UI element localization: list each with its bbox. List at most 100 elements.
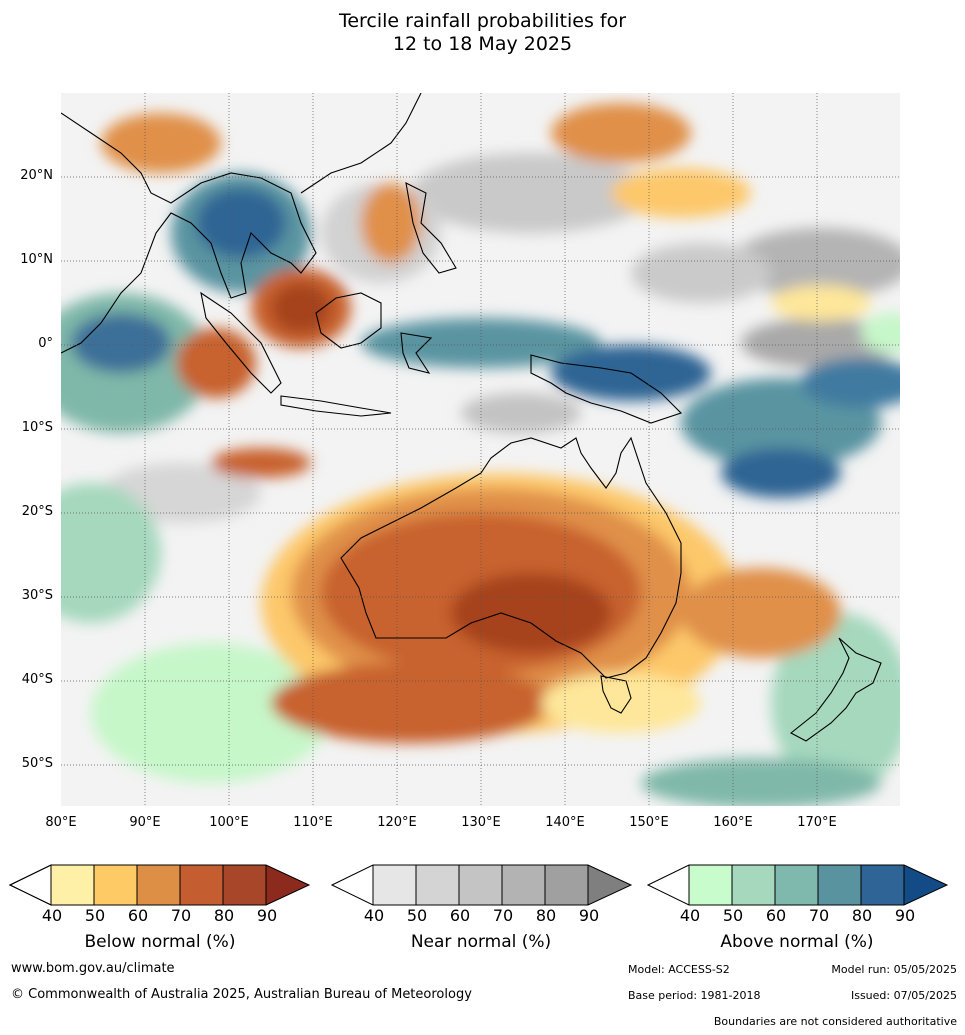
below-normal-region [681, 568, 841, 658]
colorbar-segment [775, 865, 818, 905]
below-normal-colorbar [9, 864, 311, 906]
colorbar-segment [180, 865, 223, 905]
colorbar-tick: 90 [578, 906, 600, 925]
colorbar-segment [459, 865, 502, 905]
above-normal-region [61, 483, 161, 623]
colorbar-tick: 50 [84, 906, 106, 925]
colorbar-segment [373, 865, 416, 905]
lon-label: 100°E [209, 815, 249, 830]
colorbar-segment [502, 865, 545, 905]
map-title-line2: 12 to 18 May 2025 [392, 33, 573, 55]
colorbar-segment [818, 865, 861, 905]
lon-label: 80°E [45, 815, 77, 830]
new-zealand-coastline [790, 637, 882, 742]
rainfall-probability-map [61, 93, 900, 806]
colorbar-tick: 70 [170, 906, 192, 925]
lat-label: 20°N [20, 168, 53, 183]
colorbar-tick: 40 [679, 906, 701, 925]
lon-label: 150°E [629, 815, 669, 830]
colorbar-segment [861, 865, 904, 905]
sumatra-coastline [200, 291, 282, 394]
below-normal-region [176, 328, 256, 398]
above-normal-region [196, 188, 286, 258]
asia-mainland-coastline [61, 112, 317, 354]
lon-label: 130°E [461, 815, 501, 830]
new-guinea-coastline [530, 354, 683, 424]
map-title-line1: Tercile rainfall probabilities for [338, 10, 627, 32]
colorbar-tick: 90 [894, 906, 916, 925]
below-normal-region [771, 285, 871, 321]
lat-label: 20°S [21, 504, 53, 519]
philippines-coastline [405, 182, 457, 274]
colorbar-tick: 40 [41, 906, 63, 925]
below-normal-region [451, 573, 611, 653]
copyright-notice: © Commonwealth of Australia 2025, Austra… [11, 987, 472, 1002]
colorbar-tick: 90 [256, 906, 278, 925]
near-normal-region [731, 228, 900, 298]
lat-label: 10°S [21, 420, 53, 435]
below-normal-label: Below normal (%) [84, 932, 236, 952]
graticule [61, 93, 900, 806]
lon-label: 90°E [129, 815, 161, 830]
model-run-date: Model run: 05/05/2025 [831, 963, 957, 976]
near-normal-region [741, 318, 900, 368]
colorbar-segment [137, 865, 180, 905]
java-coastline [280, 395, 392, 417]
australia-coastline [340, 436, 682, 679]
lon-label: 140°E [545, 815, 585, 830]
colorbar-tick: 70 [808, 906, 830, 925]
colorbar-tick: 80 [535, 906, 557, 925]
above-normal-region [641, 758, 881, 806]
colorbar-extension-high [266, 865, 309, 905]
below-normal-region [611, 168, 751, 218]
sulawesi-coastline [400, 332, 433, 374]
colorbar-segment [51, 865, 94, 905]
lon-label: 170°E [797, 815, 837, 830]
lat-label: 0° [38, 336, 53, 351]
near-normal-colorbar [331, 864, 633, 906]
coastlines [61, 93, 882, 742]
colorbar-segment [416, 865, 459, 905]
colorbar-tick: 40 [363, 906, 385, 925]
asia-coast-north [300, 93, 422, 194]
near-normal-region [411, 153, 651, 233]
below-normal-region [551, 103, 691, 163]
below-normal-region [361, 183, 421, 263]
below-normal-region [211, 448, 311, 478]
colorbar-segment [689, 865, 732, 905]
above-normal-label: Above normal (%) [720, 932, 874, 952]
colorbar-segment [223, 865, 266, 905]
colorbar-extension-low [648, 865, 689, 905]
colorbar-segment [94, 865, 137, 905]
colorbar-tick: 60 [449, 906, 471, 925]
lat-label: 10°N [20, 252, 53, 267]
above-normal-region [71, 313, 171, 373]
above-normal-region [91, 643, 331, 783]
colorbar-tick: 50 [406, 906, 428, 925]
bom-website-link[interactable]: www.bom.gov.au/climate [11, 961, 175, 976]
colorbar-tick: 80 [851, 906, 873, 925]
lon-label: 110°E [293, 815, 333, 830]
lat-label: 30°S [21, 588, 53, 603]
colorbar-extension-low [332, 865, 373, 905]
colorbar-extension-high [588, 865, 631, 905]
base-period: Base period: 1981-2018 [628, 989, 761, 1002]
colorbar-tick: 80 [213, 906, 235, 925]
above-normal-region [801, 358, 900, 408]
lat-label: 50°S [21, 756, 53, 771]
lon-label: 160°E [713, 815, 753, 830]
near-normal-region [461, 393, 581, 433]
lon-label: 120°E [377, 815, 417, 830]
colorbar-segment [545, 865, 588, 905]
colorbar-tick: 60 [765, 906, 787, 925]
colorbar-extension-low [9, 864, 52, 906]
below-normal-region [271, 283, 331, 333]
above-normal-region [861, 313, 900, 353]
borneo-coastline [315, 292, 382, 349]
lat-label: 40°S [21, 672, 53, 687]
below-normal-region [541, 673, 701, 733]
above-normal-region [721, 448, 841, 498]
near-normal-region [631, 243, 771, 303]
below-normal-region [101, 113, 221, 173]
colorbar-tick: 70 [492, 906, 514, 925]
